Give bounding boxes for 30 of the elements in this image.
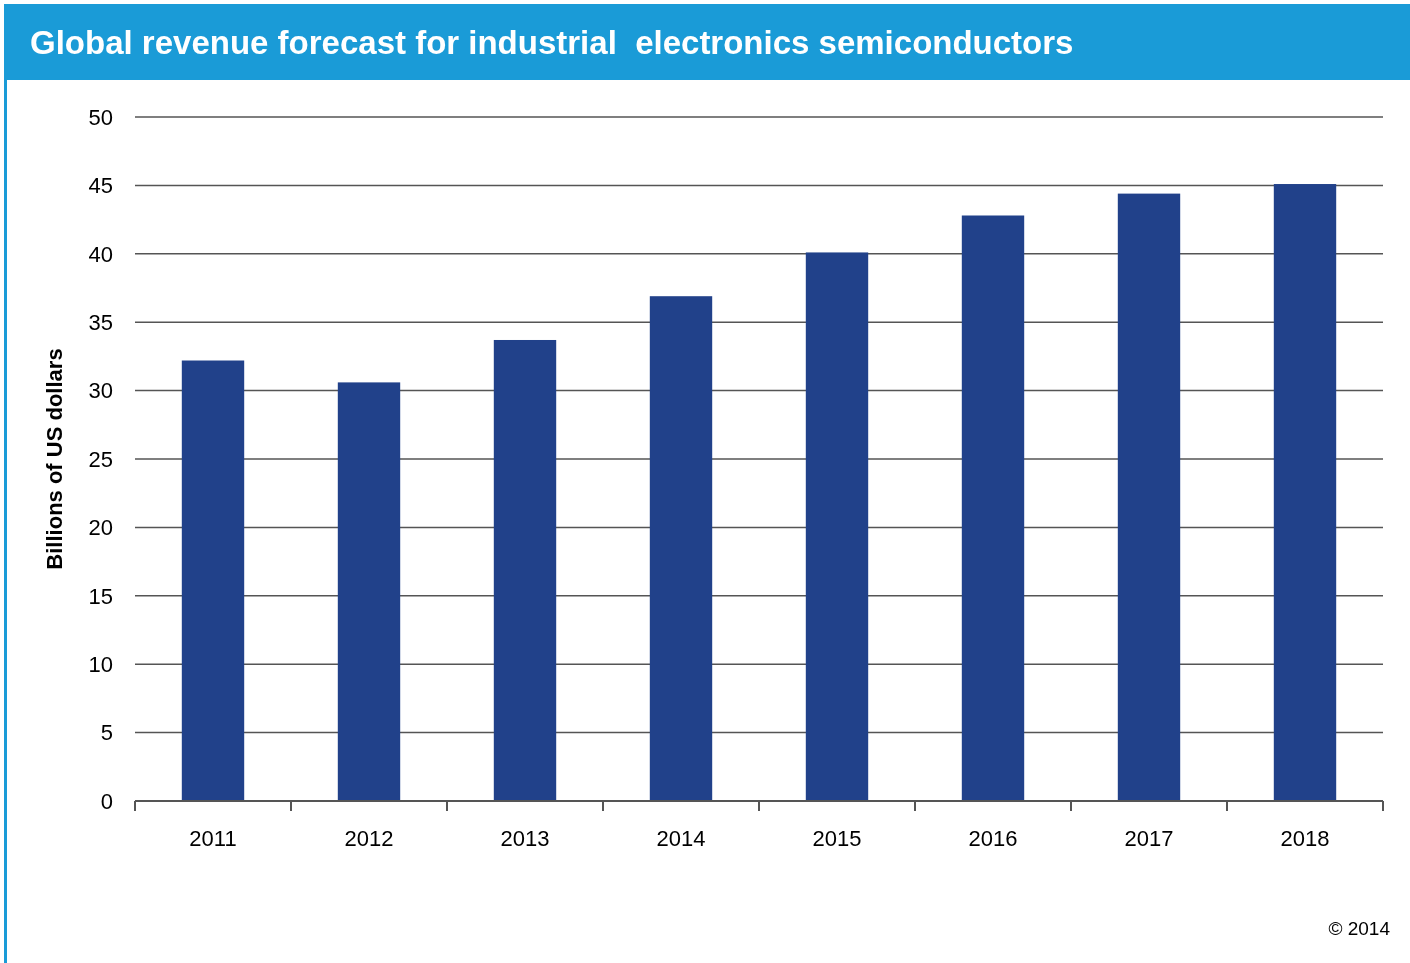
y-tick-label: 0 (100, 788, 113, 814)
x-tick-label: 2017 (1124, 826, 1174, 851)
bar (181, 360, 245, 801)
x-tick-label: 2011 (189, 826, 237, 851)
bar (1117, 193, 1181, 801)
y-tick-label: 40 (88, 241, 113, 267)
bar (337, 382, 401, 801)
y-axis-title: Billions of US dollars (42, 348, 67, 570)
y-tick-label: 5 (100, 720, 113, 746)
chart-title: Global revenue forecast for industrial electronics semiconductors (30, 24, 1074, 61)
x-tick-label: 2012 (344, 826, 394, 851)
x-tick-label: 2014 (656, 826, 706, 851)
bar (1273, 184, 1337, 801)
y-tick-label: 50 (88, 104, 113, 130)
y-tick-label: 45 (88, 173, 113, 199)
y-tick-label: 20 (88, 515, 113, 541)
x-tick-label: 2015 (812, 826, 862, 851)
text: © 2014 (1328, 918, 1391, 939)
bar (805, 252, 869, 801)
y-tick-label: 10 (88, 651, 113, 677)
x-tick-label: 2016 (968, 826, 1018, 851)
y-tick-label: 25 (88, 446, 113, 472)
y-tick-label: 30 (88, 378, 113, 404)
y-tick-label: 35 (88, 309, 113, 335)
bar (961, 215, 1025, 801)
y-tick-label: 15 (88, 583, 113, 609)
x-tick-label: 2018 (1280, 826, 1330, 851)
x-tick-label: 2013 (500, 826, 550, 851)
bar (493, 339, 557, 801)
bar (649, 296, 713, 801)
